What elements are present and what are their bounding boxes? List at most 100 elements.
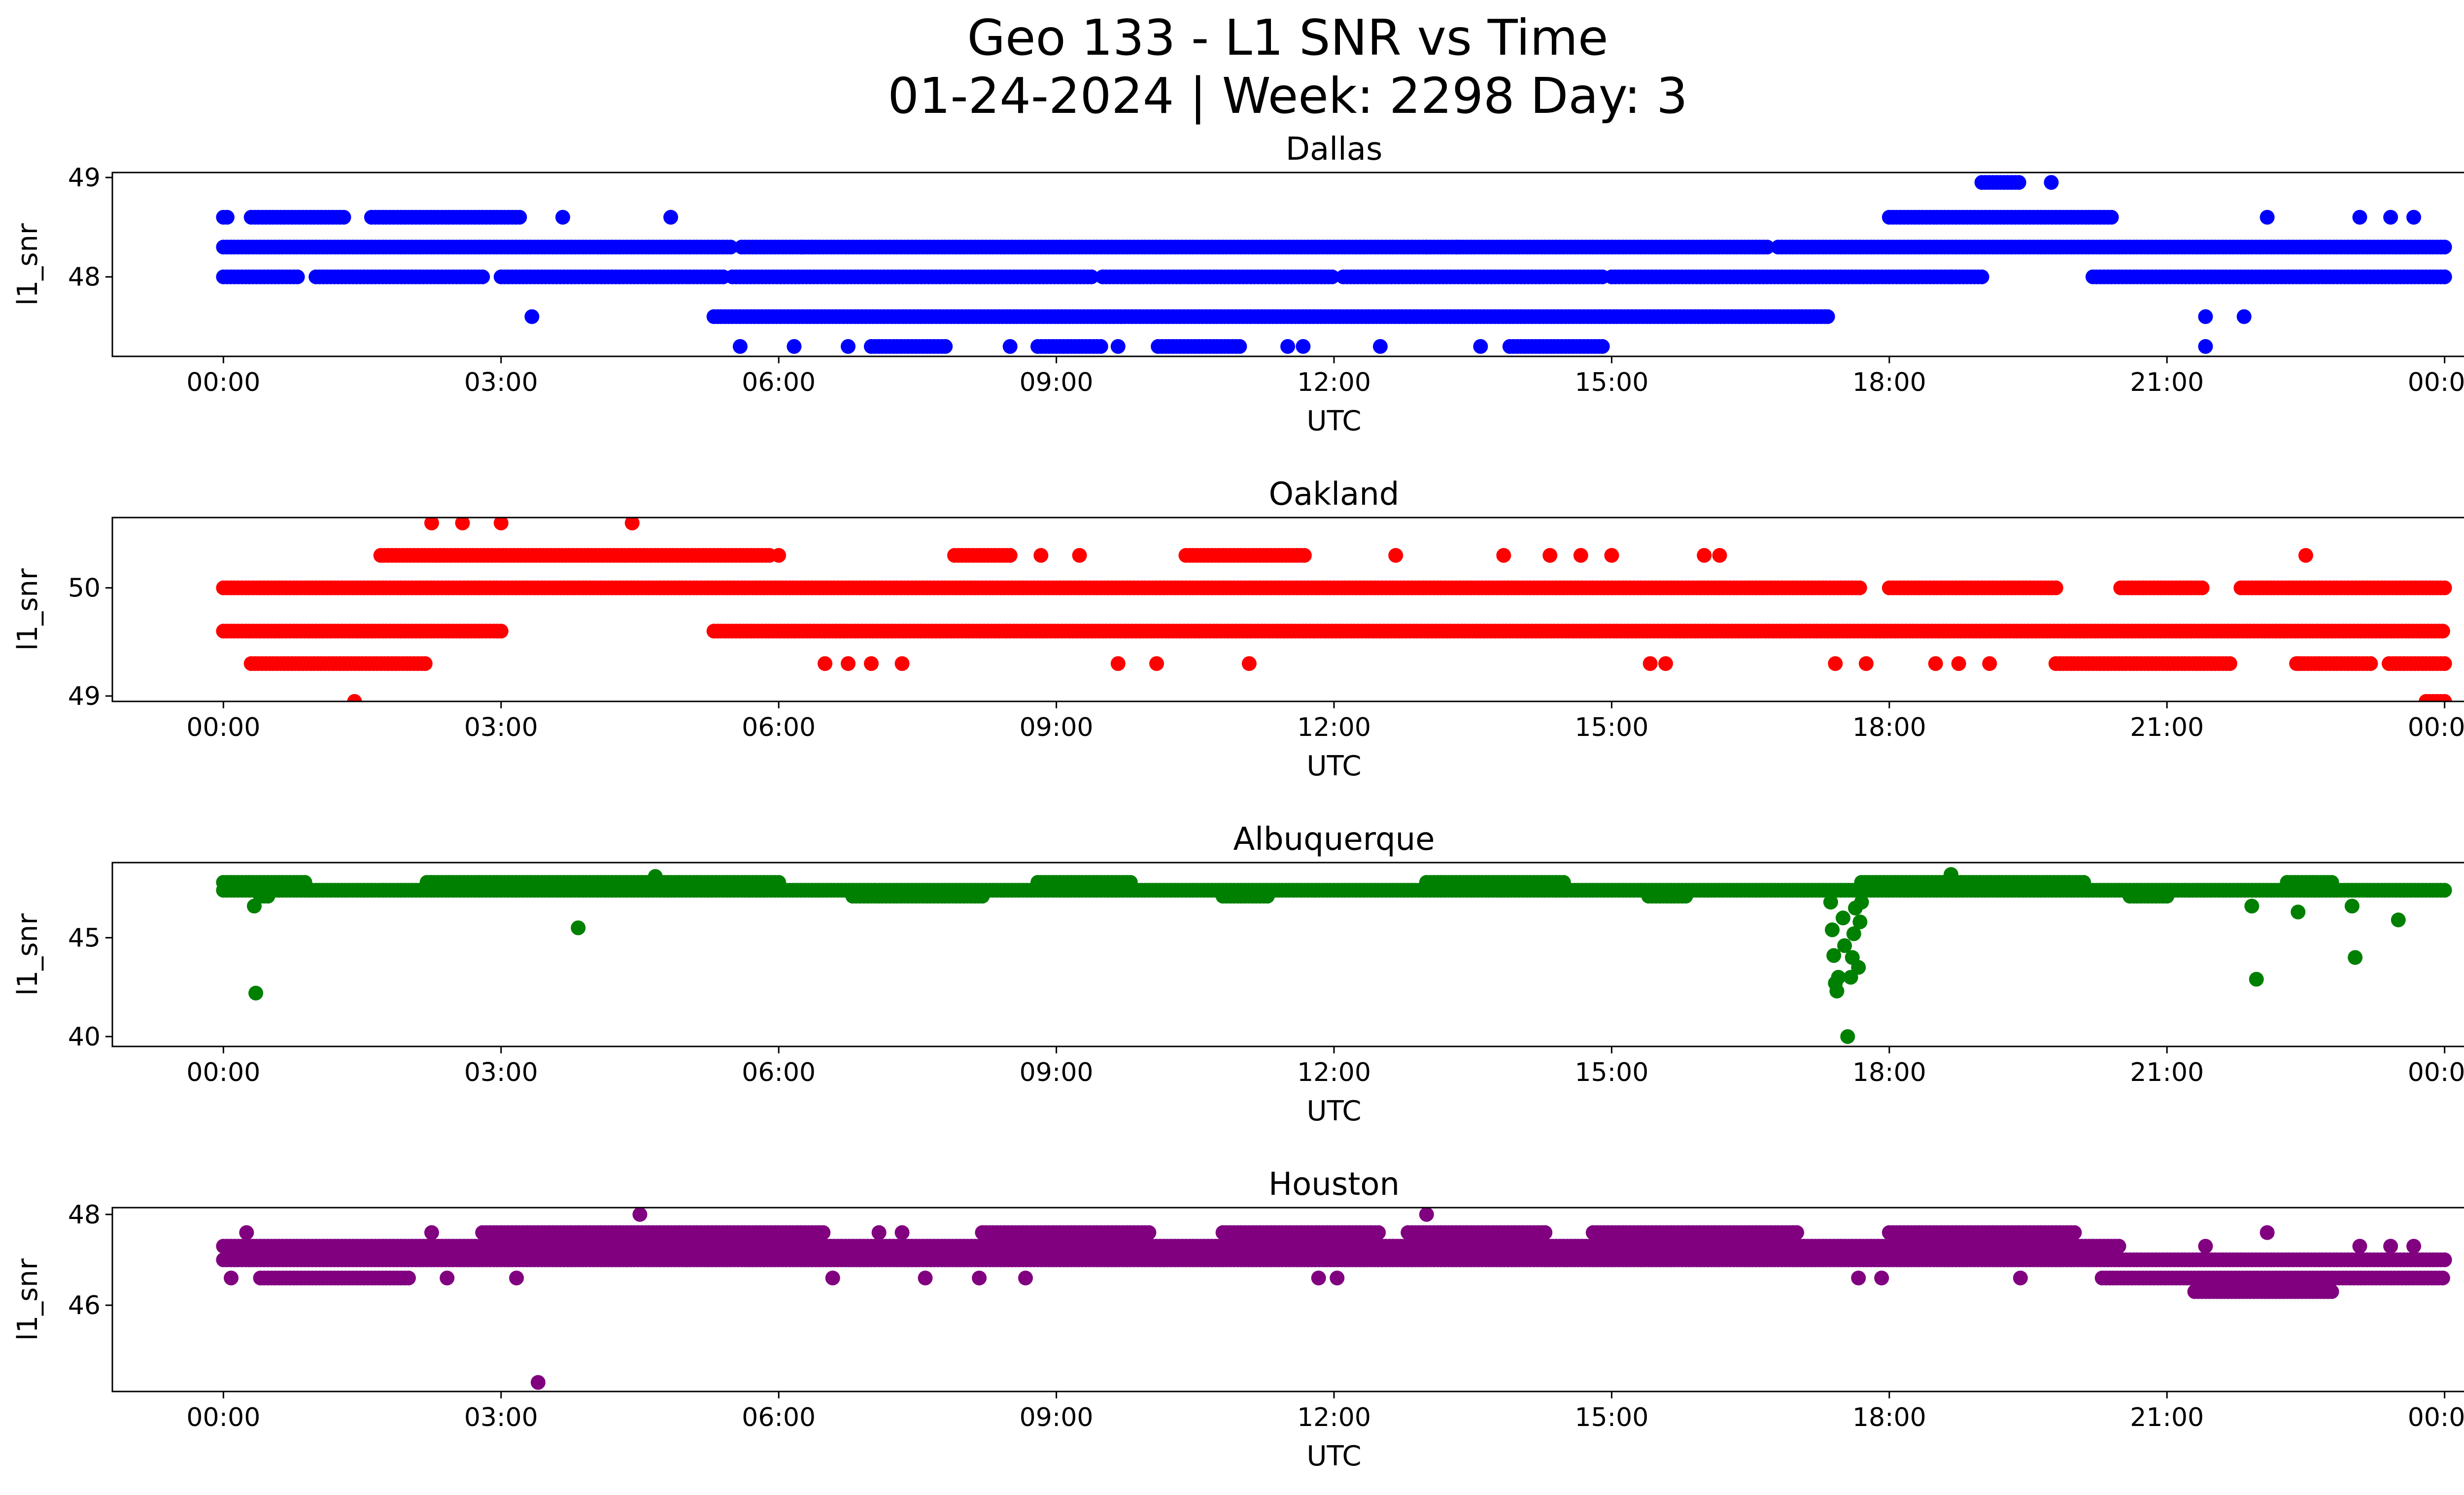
data-point — [1828, 656, 1843, 671]
data-point — [493, 624, 509, 639]
data-point — [297, 875, 312, 890]
data-point — [2159, 889, 2175, 904]
data-point — [2011, 175, 2026, 190]
y-tick-label: 49 — [68, 163, 101, 193]
data-point — [1280, 339, 1296, 354]
data-point — [1852, 580, 1867, 595]
data-point — [794, 240, 810, 255]
x-tick-label: 18:00 — [1852, 713, 1926, 742]
data-point — [219, 209, 235, 225]
data-point — [1759, 240, 1775, 255]
data-point — [1033, 548, 1049, 563]
data-point — [260, 889, 275, 904]
y-tick-label: 49 — [68, 682, 101, 711]
x-tick-label: 00:00 — [2408, 368, 2464, 397]
x-tick-label: 18:00 — [1852, 1058, 1926, 1087]
data-point — [1573, 548, 1588, 563]
data-point — [2044, 175, 2059, 190]
x-axis-label: UTC — [1306, 750, 1361, 782]
data-point — [1658, 656, 1673, 671]
x-tick-label: 00:00 — [186, 368, 260, 397]
x-tick-label: 12:00 — [1297, 1058, 1371, 1087]
x-tick-label: 06:00 — [742, 368, 816, 397]
data-point — [1820, 309, 1835, 324]
data-point — [2244, 899, 2259, 914]
data-point — [723, 240, 738, 255]
x-tick-label: 21:00 — [2130, 1058, 2204, 1087]
figure-title-line1: Geo 133 - L1 SNR vs Time — [967, 9, 1608, 67]
x-tick-label: 15:00 — [1574, 1058, 1648, 1087]
data-point — [1604, 548, 1619, 563]
data-point — [624, 518, 640, 530]
data-point — [1123, 875, 1138, 890]
data-point — [2291, 656, 2306, 671]
data-point — [1944, 269, 1959, 284]
data-point — [2236, 309, 2252, 324]
data-point — [512, 209, 527, 225]
x-tick-label: 09:00 — [1020, 368, 1094, 397]
y-tick-label: 50 — [68, 574, 101, 603]
data-point — [2104, 209, 2119, 225]
data-point — [2437, 580, 2452, 595]
data-point — [1835, 910, 1850, 926]
data-point — [1712, 548, 1727, 563]
data-point — [894, 656, 910, 671]
data-point — [771, 875, 787, 890]
data-point — [1260, 889, 1275, 904]
data-point — [2437, 656, 2452, 671]
data-points — [216, 867, 2452, 1044]
data-point — [246, 899, 262, 914]
y-axis-label: l1_snr — [12, 913, 44, 996]
data-point — [1002, 548, 1018, 563]
data-point — [1002, 339, 1018, 354]
data-point — [1678, 889, 1693, 904]
data-point — [2198, 309, 2213, 324]
data-points — [216, 518, 2452, 701]
data-point — [2222, 656, 2237, 671]
data-point — [2437, 694, 2452, 701]
data-point — [555, 209, 570, 225]
data-point — [1974, 269, 1989, 284]
x-axis-label: UTC — [1306, 405, 1361, 437]
subplot-title: Dallas — [1286, 131, 1383, 168]
data-point — [1297, 548, 1312, 563]
data-point — [1951, 656, 1966, 671]
data-point — [1697, 548, 1712, 563]
data-point — [1542, 548, 1558, 563]
data-point — [2348, 950, 2363, 965]
data-point — [475, 269, 490, 284]
data-point — [2406, 209, 2422, 225]
data-point — [1823, 895, 1838, 910]
x-tick-label: 06:00 — [742, 713, 816, 742]
figure-title-line2: 01-24-2024 | Week: 2298 Day: 3 — [888, 67, 1688, 125]
data-points — [216, 1208, 2452, 1390]
data-point — [787, 339, 802, 354]
data-point — [1928, 656, 1943, 671]
data-point — [2437, 883, 2452, 898]
data-point — [1084, 269, 1099, 284]
data-point — [347, 694, 362, 701]
data-point — [2437, 240, 2452, 255]
data-point — [2249, 972, 2264, 987]
data-point — [1232, 339, 1247, 354]
x-tick-label: 18:00 — [1852, 368, 1926, 397]
x-tick-label: 15:00 — [1574, 713, 1648, 742]
data-point — [1826, 948, 1842, 963]
data-point — [2352, 209, 2367, 225]
data-point — [1496, 548, 1511, 563]
x-tick-label: 03:00 — [464, 713, 538, 742]
data-point — [417, 656, 433, 671]
data-point — [841, 656, 856, 671]
data-point — [248, 985, 264, 1001]
data-point — [2298, 548, 2313, 563]
x-tick-label: 03:00 — [464, 368, 538, 397]
x-tick-label: 15:00 — [1574, 368, 1648, 397]
data-point — [1110, 656, 1126, 671]
data-point — [1072, 548, 1087, 563]
x-tick-label: 00:00 — [2408, 713, 2464, 742]
x-tick-label: 03:00 — [464, 1058, 538, 1087]
y-tick-label: 45 — [68, 923, 101, 953]
